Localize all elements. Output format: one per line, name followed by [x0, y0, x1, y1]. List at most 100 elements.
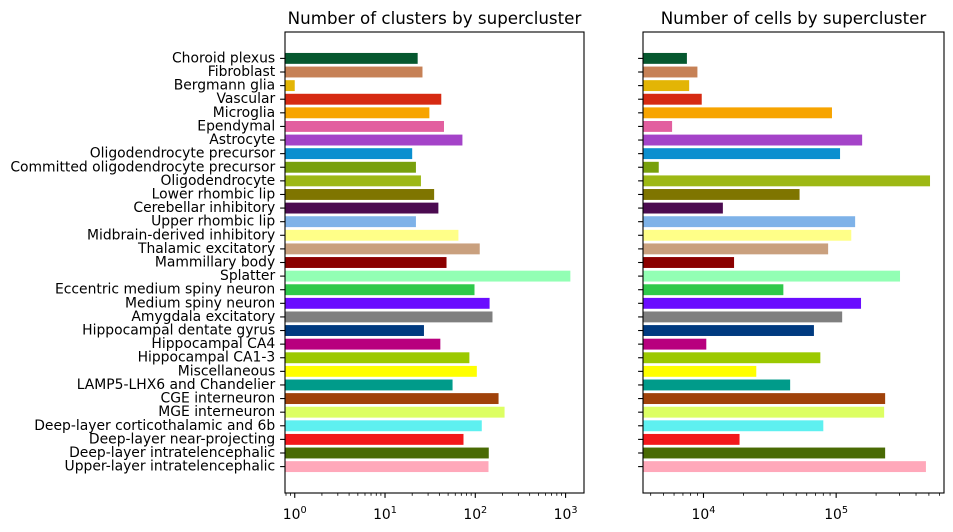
x-tick-label-exponent: 1: [391, 505, 397, 516]
x-tick-label-base: 10: [373, 507, 391, 523]
y-tick-label-ependymal: Ependymal: [197, 118, 275, 134]
cells-bar-microglia: [643, 107, 832, 119]
clusters-bar-eccentric-medium-spiny-neuron: [285, 284, 475, 296]
cells-bar-fibroblast: [643, 66, 698, 78]
y-tick-label-choroid-plexus: Choroid plexus: [172, 50, 275, 66]
cells-bar-oligodendrocyte-precursor: [643, 148, 841, 160]
y-tick-label-splatter: Splatter: [220, 268, 275, 284]
clusters-bar-hippocampal-ca4: [285, 338, 441, 350]
y-tick-label-microglia: Microglia: [213, 105, 275, 121]
clusters-x-tick-label: 100: [283, 505, 307, 523]
cells-bar-cge-interneuron: [643, 393, 886, 405]
y-tick-label-thalamic-excitatory: Thalamic excitatory: [137, 241, 275, 257]
y-tick-label-lamp5-lhx6-and-chandelier: LAMP5-LHX6 and Chandelier: [77, 377, 276, 393]
cells-x-tick-label: 104: [692, 505, 716, 523]
clusters-bar-lamp5-lhx6-and-chandelier: [285, 379, 453, 391]
clusters-bar-upper-layer-intratelencephalic: [285, 461, 489, 473]
clusters-bar-cerebellar-inhibitory: [285, 202, 439, 214]
x-tick-label-base: 10: [554, 507, 572, 523]
cells-bar-mammillary-body: [643, 257, 735, 268]
y-tick-label-astrocyte: Astrocyte: [209, 132, 275, 148]
y-tick-label-eccentric-medium-spiny-neuron: Eccentric medium spiny neuron: [55, 282, 275, 298]
clusters-bar-amygdala-excitatory: [285, 311, 493, 323]
cells-x-tick-label: 105: [824, 505, 848, 523]
cells-bar-miscellaneous: [643, 365, 757, 377]
cells-bar-astrocyte: [643, 134, 863, 146]
cells-bar-lamp5-lhx6-and-chandelier: [643, 379, 791, 391]
clusters-bar-deep-layer-near-projecting: [285, 433, 464, 445]
cells-bar-thalamic-excitatory: [643, 243, 829, 255]
x-tick-label-exponent: 0: [300, 505, 306, 516]
cells-bar-ependymal: [643, 120, 673, 132]
cells-bar-eccentric-medium-spiny-neuron: [643, 284, 784, 296]
cells-bar-hippocampal-ca1-3: [643, 352, 821, 364]
cells-bar-splatter: [643, 270, 901, 282]
cells-bar-mge-interneuron: [643, 406, 885, 418]
cells-bar-hippocampal-ca4: [643, 338, 707, 350]
clusters-bar-microglia: [285, 107, 430, 119]
x-tick-label-base: 10: [824, 507, 842, 523]
clusters-bar-choroid-plexus: [285, 52, 418, 64]
clusters-bar-lower-rhombic-lip: [285, 189, 435, 200]
clusters-bar-hippocampal-dentate-gyrus: [285, 325, 424, 336]
clusters-bar-oligodendrocyte: [285, 175, 421, 187]
cells-bar-committed-oligodendrocyte-precursor: [643, 161, 659, 173]
clusters-bar-cge-interneuron: [285, 393, 499, 405]
cells-bar-deep-layer-corticothalamic-and-6b: [643, 420, 824, 432]
y-tick-label-miscellaneous: Miscellaneous: [178, 363, 275, 379]
clusters-bar-midbrain-derived-inhibitory: [285, 229, 459, 241]
x-tick-label-exponent: 5: [842, 505, 848, 516]
y-tick-label-amygdala-excitatory: Amygdala excitatory: [131, 309, 275, 325]
clusters-bar-oligodendrocyte-precursor: [285, 148, 413, 160]
cells-bar-upper-layer-intratelencephalic: [643, 461, 926, 473]
x-tick-label-exponent: 3: [571, 505, 577, 516]
cells-bar-amygdala-excitatory: [643, 311, 843, 323]
x-tick-label-base: 10: [283, 507, 301, 523]
y-tick-label-upper-layer-intratelencephalic: Upper-layer intratelencephalic: [65, 459, 276, 475]
y-tick-label-upper-rhombic-lip: Upper rhombic lip: [151, 214, 275, 230]
clusters-bar-fibroblast: [285, 66, 423, 78]
y-tick-label-vascular: Vascular: [216, 91, 275, 107]
y-tick-label-hippocampal-ca1-3: Hippocampal CA1-3: [138, 350, 276, 366]
clusters-x-tick-label: 101: [373, 505, 397, 523]
cells-bar-vascular: [643, 93, 702, 105]
cells-bar-bergmann-glia: [643, 80, 690, 92]
y-tick-label-deep-layer-corticothalamic-and-6b: Deep-layer corticothalamic and 6b: [34, 418, 275, 434]
clusters-bar-deep-layer-corticothalamic-and-6b: [285, 420, 482, 432]
cells-bar-medium-spiny-neuron: [643, 297, 862, 309]
y-tick-label-hippocampal-dentate-gyrus: Hippocampal dentate gyrus: [82, 323, 275, 339]
cells-bar-deep-layer-intratelencephalic: [643, 447, 886, 459]
clusters-bar-splatter: [285, 270, 571, 282]
cells-bar-midbrain-derived-inhibitory: [643, 229, 852, 241]
cells-chart-title: Number of cells by supercluster: [661, 8, 927, 28]
cells-bar-choroid-plexus: [643, 52, 687, 64]
y-tick-label-committed-oligodendrocyte-precursor: Committed oligodendrocyte precursor: [10, 159, 275, 175]
clusters-bar-mge-interneuron: [285, 406, 505, 418]
x-tick-label-base: 10: [692, 507, 710, 523]
y-tick-label-cge-interneuron: CGE interneuron: [161, 391, 276, 407]
clusters-bar-ependymal: [285, 120, 444, 132]
y-tick-label-deep-layer-intratelencephalic: Deep-layer intratelencephalic: [69, 445, 275, 461]
clusters-chart-title: Number of clusters by supercluster: [288, 8, 582, 28]
y-tick-label-midbrain-derived-inhibitory: Midbrain-derived inhibitory: [87, 227, 275, 243]
clusters-bar-thalamic-excitatory: [285, 243, 480, 255]
y-tick-label-bergmann-glia: Bergmann glia: [174, 78, 275, 94]
clusters-bar-mammillary-body: [285, 257, 447, 268]
cells-bar-lower-rhombic-lip: [643, 189, 800, 200]
clusters-bar-committed-oligodendrocyte-precursor: [285, 161, 416, 173]
y-tick-label-cerebellar-inhibitory: Cerebellar inhibitory: [133, 200, 275, 216]
x-tick-label-exponent: 2: [481, 505, 487, 516]
y-tick-label-medium-spiny-neuron: Medium spiny neuron: [125, 295, 275, 311]
cells-bar-deep-layer-near-projecting: [643, 433, 740, 445]
clusters-x-tick-label: 102: [463, 505, 487, 523]
y-tick-label-oligodendrocyte-precursor: Oligodendrocyte precursor: [90, 146, 276, 162]
clusters-bar-hippocampal-ca1-3: [285, 352, 470, 364]
cells-bar-cerebellar-inhibitory: [643, 202, 723, 214]
clusters-bar-deep-layer-intratelencephalic: [285, 447, 489, 459]
cells-bar-oligodendrocyte: [643, 175, 931, 187]
y-tick-label-mammillary-body: Mammillary body: [155, 255, 275, 271]
x-tick-label-base: 10: [463, 507, 481, 523]
